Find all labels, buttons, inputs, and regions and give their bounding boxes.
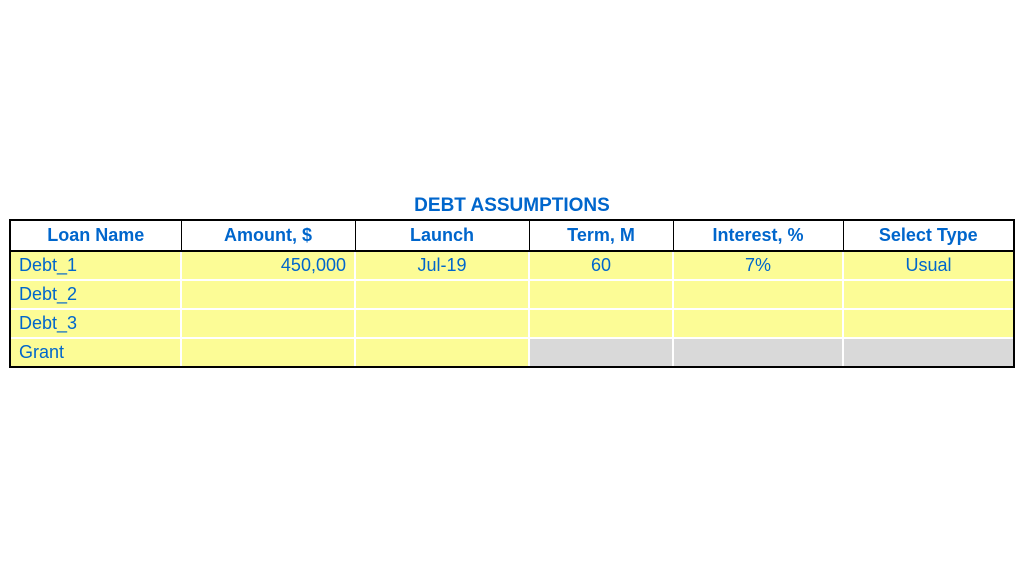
header-interest: Interest, % (673, 221, 843, 251)
cell-loan-name[interactable]: Debt_3 (11, 309, 181, 338)
cell-term[interactable] (529, 309, 673, 338)
cell-amount[interactable] (181, 280, 355, 309)
cell-select-type[interactable] (843, 309, 1013, 338)
cell-launch[interactable] (355, 309, 529, 338)
table-row: Debt_2 (11, 280, 1013, 309)
cell-term[interactable] (529, 280, 673, 309)
cell-interest[interactable] (673, 280, 843, 309)
header-term: Term, M (529, 221, 673, 251)
table-row: Debt_1 450,000 Jul-19 60 7% Usual (11, 251, 1013, 280)
cell-interest[interactable]: 7% (673, 251, 843, 280)
cell-interest (673, 338, 843, 366)
cell-loan-name[interactable]: Debt_2 (11, 280, 181, 309)
header-amount: Amount, $ (181, 221, 355, 251)
cell-loan-name[interactable]: Debt_1 (11, 251, 181, 280)
cell-launch[interactable]: Jul-19 (355, 251, 529, 280)
debt-assumptions-table-wrap: Loan Name Amount, $ Launch Term, M Inter… (9, 219, 1015, 368)
table-body: Debt_1 450,000 Jul-19 60 7% Usual Debt_2… (11, 251, 1013, 366)
cell-launch[interactable] (355, 338, 529, 366)
cell-interest[interactable] (673, 309, 843, 338)
table-row: Debt_3 (11, 309, 1013, 338)
cell-amount[interactable] (181, 309, 355, 338)
table-header-row: Loan Name Amount, $ Launch Term, M Inter… (11, 221, 1013, 251)
cell-amount[interactable]: 450,000 (181, 251, 355, 280)
cell-select-type (843, 338, 1013, 366)
header-loan-name: Loan Name (11, 221, 181, 251)
header-select-type: Select Type (843, 221, 1013, 251)
cell-term[interactable]: 60 (529, 251, 673, 280)
cell-launch[interactable] (355, 280, 529, 309)
cell-loan-name[interactable]: Grant (11, 338, 181, 366)
header-launch: Launch (355, 221, 529, 251)
table-row: Grant (11, 338, 1013, 366)
debt-assumptions-table: Loan Name Amount, $ Launch Term, M Inter… (11, 221, 1013, 366)
table-title: DEBT ASSUMPTIONS (414, 195, 610, 217)
cell-select-type[interactable] (843, 280, 1013, 309)
cell-amount[interactable] (181, 338, 355, 366)
cell-select-type[interactable]: Usual (843, 251, 1013, 280)
cell-term (529, 338, 673, 366)
